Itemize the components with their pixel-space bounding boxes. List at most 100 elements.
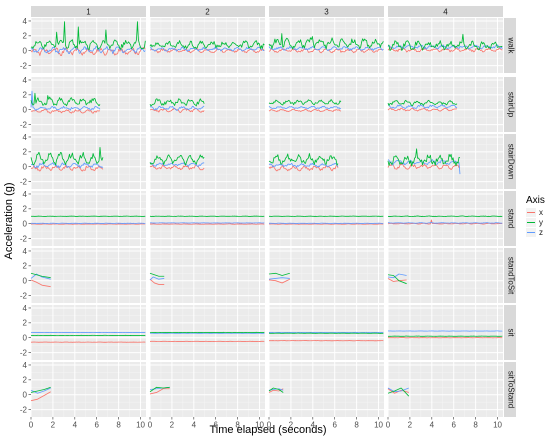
y-tick-label: 2 — [23, 319, 28, 328]
x-tick-label: 8 — [473, 421, 478, 430]
row-strip-label: walk — [507, 36, 516, 54]
y-tick-label: 4 — [23, 76, 28, 85]
x-tick-label: 4 — [73, 421, 78, 430]
y-tick-label: -2 — [20, 405, 28, 414]
row-strip-label: stairUp — [507, 92, 516, 118]
column-strip-label: 1 — [86, 8, 91, 17]
series-line-z-stand-4 — [388, 223, 502, 224]
y-tick-label: 0 — [23, 163, 28, 172]
y-tick-label: -2 — [20, 61, 28, 70]
y-tick-label: -2 — [20, 120, 28, 129]
x-tick-label: 4 — [311, 421, 316, 430]
panel-sit-4 — [388, 305, 503, 360]
panel-background — [150, 362, 265, 417]
legend: Axis xyz — [526, 195, 545, 237]
x-tick-label: 4 — [192, 421, 197, 430]
panel-background — [31, 134, 146, 189]
column-strip-label: 2 — [205, 8, 210, 17]
y-axis-title: Acceleration (g) — [3, 182, 15, 259]
row-strip-label: standToSit — [507, 257, 516, 295]
x-tick-label: 6 — [94, 421, 99, 430]
y-tick-label: 0 — [23, 220, 28, 229]
y-tick-label: 4 — [23, 247, 28, 256]
row-strip-label: sitToStand — [507, 371, 516, 408]
panel-background — [150, 134, 265, 189]
panel-background — [269, 362, 384, 417]
x-tick-label: 10 — [493, 421, 502, 430]
legend-label-z: z — [539, 228, 543, 237]
panel-background — [269, 248, 384, 303]
y-tick-label: 2 — [23, 32, 28, 41]
panels-group — [31, 18, 503, 417]
panel-stairDown-2 — [150, 134, 265, 189]
panel-walk-1 — [31, 18, 146, 73]
x-tick-label: 2 — [408, 421, 413, 430]
x-tick-label: 2 — [170, 421, 175, 430]
x-tick-label: 10 — [136, 421, 145, 430]
y-tick-label: 2 — [23, 376, 28, 385]
x-tick-label: 10 — [374, 421, 383, 430]
x-tick-label: 0 — [267, 421, 272, 430]
panel-stand-2 — [150, 191, 265, 246]
y-tick-label: 4 — [23, 133, 28, 142]
panel-standToSit-1 — [31, 248, 146, 303]
legend-title: Axis — [526, 195, 545, 206]
y-tick-label: -2 — [20, 291, 28, 300]
panel-sitToStand-3 — [269, 362, 384, 417]
x-tick-label: 6 — [451, 421, 456, 430]
x-tick-label: 2 — [51, 421, 56, 430]
panel-background — [150, 248, 265, 303]
x-tick-label: 0 — [29, 421, 34, 430]
y-tick-label: 4 — [23, 361, 28, 370]
panel-background — [269, 77, 384, 132]
panel-stairUp-2 — [150, 77, 265, 132]
y-tick-label: -2 — [20, 234, 28, 243]
legend-label-y: y — [539, 218, 543, 227]
y-tick-label: 0 — [23, 106, 28, 115]
y-tick-label: 4 — [23, 304, 28, 313]
y-tick-label: 0 — [23, 277, 28, 286]
legend-items: xyz — [526, 208, 543, 237]
legend-label-x: x — [539, 208, 543, 217]
x-tick-label: 8 — [116, 421, 121, 430]
x-tick-label: 6 — [213, 421, 218, 430]
panel-background — [150, 191, 265, 246]
panel-background — [150, 77, 265, 132]
panel-stand-3 — [269, 191, 384, 246]
y-tick-label: 2 — [23, 262, 28, 271]
panel-background — [388, 305, 503, 360]
column-strip-label: 3 — [324, 8, 329, 17]
y-tick-label: -2 — [20, 348, 28, 357]
x-tick-label: 6 — [332, 421, 337, 430]
y-tick-label: 0 — [23, 334, 28, 343]
row-strip-label: sit — [507, 329, 516, 338]
y-tick-label: 4 — [23, 17, 28, 26]
row-strip-label: stairDown — [507, 144, 516, 180]
panel-stand-4 — [388, 191, 503, 246]
panel-standToSit-2 — [150, 248, 265, 303]
x-tick-label: 2 — [289, 421, 294, 430]
panel-background — [388, 191, 503, 246]
x-tick-label: 0 — [386, 421, 391, 430]
column-strip-label: 4 — [443, 8, 448, 17]
panel-sitToStand-2 — [150, 362, 265, 417]
x-tick-label: 8 — [354, 421, 359, 430]
panel-stairDown-1 — [31, 134, 146, 189]
y-tick-label: 2 — [23, 205, 28, 214]
x-tick-label: 0 — [148, 421, 153, 430]
panel-stairUp-1 — [31, 77, 146, 132]
y-tick-label: 4 — [23, 190, 28, 199]
row-strip-label: stand — [507, 209, 516, 229]
panel-standToSit-3 — [269, 248, 384, 303]
x-tick-label: 4 — [430, 421, 435, 430]
x-tick-label: 8 — [235, 421, 240, 430]
panel-stairUp-3 — [269, 77, 384, 132]
y-tick-label: 2 — [23, 148, 28, 157]
panel-background — [269, 191, 384, 246]
panel-background — [31, 248, 146, 303]
panel-stand-1 — [31, 191, 146, 246]
panel-background — [31, 18, 146, 73]
y-tick-label: 2 — [23, 91, 28, 100]
